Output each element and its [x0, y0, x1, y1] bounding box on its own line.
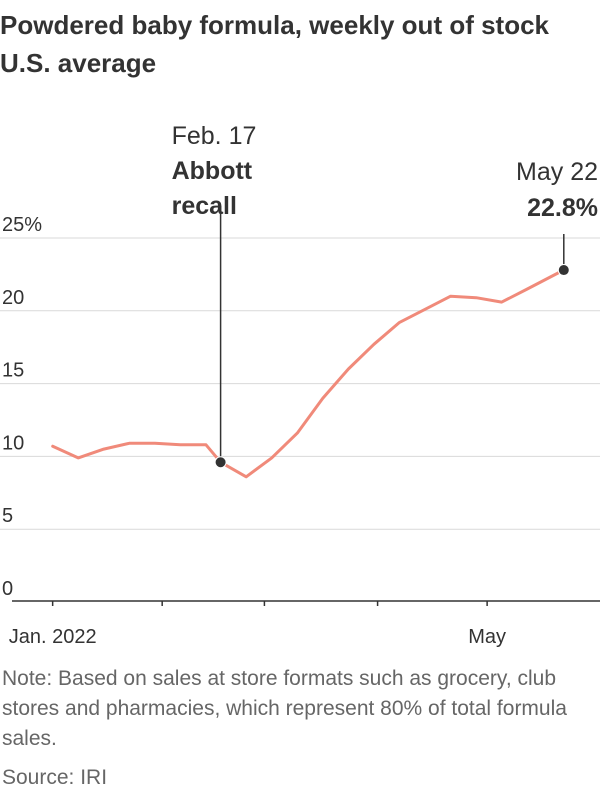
- highlight-points: [214, 264, 570, 469]
- y-tick-label: 0: [2, 578, 13, 600]
- annotation-labels: Feb. 17 Abbott recall May 22 22.8%: [172, 122, 598, 222]
- chart-subtitle: U.S. average: [0, 48, 157, 78]
- y-tick-label: 10: [2, 432, 24, 454]
- gridlines: [0, 237, 600, 530]
- chart-title-block: Powdered baby formula, weekly out of sto…: [0, 6, 600, 82]
- y-tick-label: 5: [2, 505, 13, 527]
- annotation-event-label: Abbott: [172, 157, 253, 185]
- y-tick-label: 25%: [2, 214, 42, 236]
- chart-source: Source: IRI: [2, 766, 108, 789]
- line-chart: 0 5 10 15 20 25% Jan. 2022 May Feb. 17 Abbott re…: [0, 122, 600, 648]
- annotation-date-label: Feb. 17: [172, 122, 257, 150]
- y-tick-label: 15: [2, 360, 24, 382]
- x-tick-label: Jan. 2022: [9, 626, 97, 648]
- chart-title: Powdered baby formula, weekly out of sto…: [0, 10, 550, 40]
- series-lines: [51, 268, 566, 479]
- x-axis: Jan. 2022 May: [9, 600, 600, 648]
- annotation-point: [557, 264, 570, 277]
- chart-note: Note: Based on sales at store formats su…: [2, 667, 567, 750]
- series-line: [51, 268, 566, 479]
- annotation-point: [214, 456, 227, 469]
- y-axis-tick-labels: 0 5 10 15 20 25%: [2, 214, 42, 600]
- annotation-leader-lines: [219, 206, 565, 463]
- y-tick-label: 20: [2, 287, 24, 309]
- annotation-date-label: May 22: [516, 158, 598, 186]
- annotation-event-label: recall: [172, 192, 237, 220]
- x-tick-label: May: [468, 626, 506, 648]
- annotation-value-label: 22.8%: [527, 194, 598, 222]
